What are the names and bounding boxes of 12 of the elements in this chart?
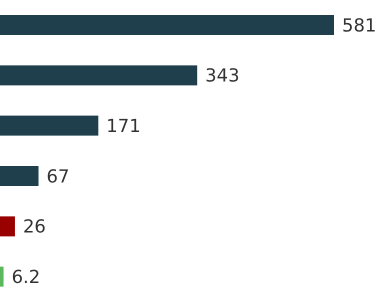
data-label: 26 (22, 216, 46, 238)
data-label: 343 (205, 66, 240, 87)
data-label: 581 (342, 15, 376, 36)
data-label: 6.2 (12, 267, 40, 288)
bar (0, 116, 98, 136)
bar (0, 15, 334, 35)
data-label: 67 (46, 166, 70, 188)
bar (0, 65, 198, 86)
data-label: 171 (106, 116, 141, 138)
bar (0, 266, 4, 287)
bar (0, 166, 39, 186)
bar (0, 216, 15, 236)
